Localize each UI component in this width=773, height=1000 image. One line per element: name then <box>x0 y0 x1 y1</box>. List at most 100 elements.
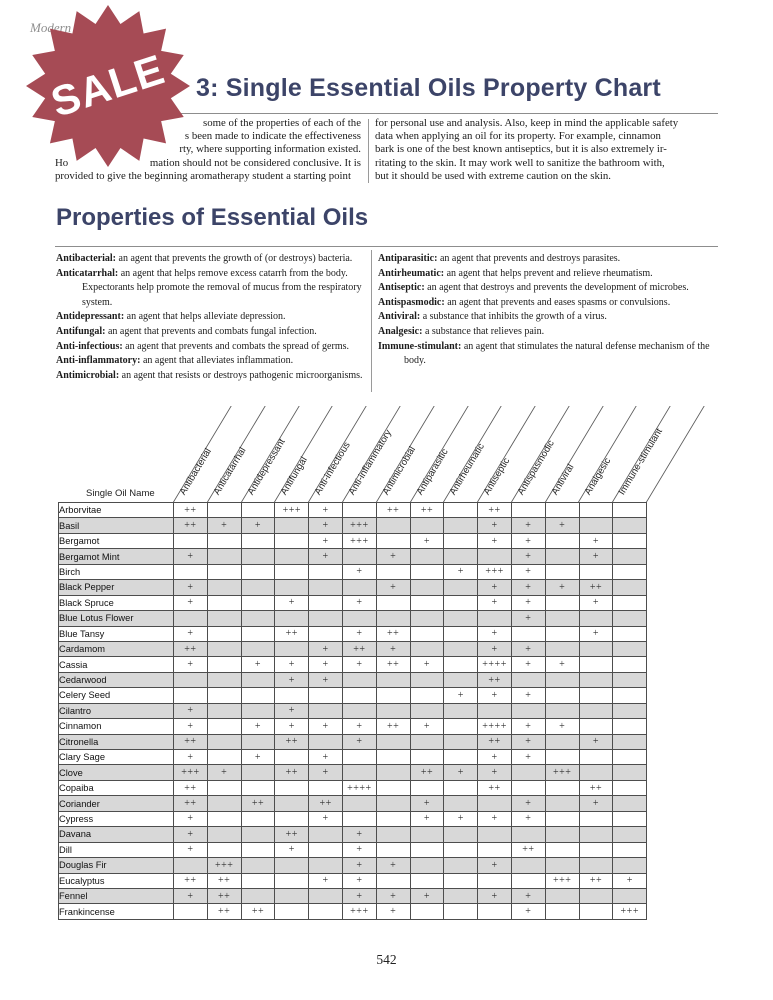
definitions-left-column: Antibacterial: an agent that prevents th… <box>56 252 370 383</box>
property-cell <box>612 687 648 704</box>
property-cell <box>274 857 310 874</box>
property-cell <box>578 671 614 689</box>
property-cell <box>544 841 580 859</box>
property-cell <box>308 702 343 720</box>
property-cell <box>510 764 546 781</box>
property-cell: ++ <box>578 779 614 797</box>
property-cell: + <box>477 810 512 828</box>
property-term: Antimicrobial: <box>56 369 120 381</box>
property-cell <box>274 810 310 828</box>
property-cell <box>477 548 512 565</box>
property-cell: + <box>375 903 411 920</box>
intro-line: data when applying an oil for its proper… <box>375 130 661 143</box>
property-cell <box>510 625 546 642</box>
table-row: Clove +++ + ++ + ++ + + +++ <box>58 764 648 781</box>
property-cell: + <box>477 640 512 658</box>
intro-text: s been made to indicate the effectivenes… <box>184 130 361 143</box>
property-cell: + <box>477 687 512 704</box>
property-cell <box>612 594 648 612</box>
property-cell: + <box>409 656 445 673</box>
property-cell: + <box>173 625 208 642</box>
property-cell: ++ <box>173 733 208 751</box>
property-cell <box>341 671 377 689</box>
property-cell: + <box>510 640 546 658</box>
property-cell <box>443 625 479 642</box>
property-cell: + <box>510 810 546 828</box>
property-cell: ++ <box>274 764 310 781</box>
property-cell: + <box>510 656 546 673</box>
property-cell <box>578 702 614 720</box>
table-row: Arborvitae ++ +++ + ++ ++ ++ <box>58 501 648 519</box>
table-row: Cedarwood + + ++ <box>58 671 648 689</box>
property-cell: + <box>308 671 343 689</box>
definitions-right-column: Antiparasitic: an agent that prevents an… <box>378 252 718 369</box>
property-cell <box>443 501 479 519</box>
property-term: Antiviral: <box>378 311 421 323</box>
oil-name-cell: Cardamom <box>58 640 174 658</box>
property-cell <box>206 841 242 859</box>
property-cell <box>578 887 614 905</box>
property-cell: ++ <box>510 841 546 859</box>
table-row: Bergamot Mint + + + + + <box>58 548 648 565</box>
property-cell <box>544 887 580 905</box>
property-definition: Analgesic: a substance that relieves pai… <box>378 325 545 337</box>
property-cell: + <box>240 748 276 766</box>
property-cell <box>206 563 242 581</box>
property-cell: ++ <box>375 625 411 642</box>
property-cell <box>544 903 580 920</box>
property-cell <box>544 795 580 812</box>
property-cell: + <box>274 594 310 612</box>
property-term: Antibacterial: <box>56 253 116 264</box>
property-cell <box>477 795 512 812</box>
property-definition: Antiviral: a substance that inhibits the… <box>378 311 607 323</box>
intro-line: ritating to the skin. It may work well t… <box>375 156 665 169</box>
property-cell: ++ <box>477 501 512 519</box>
oil-name-cell: Eucalyptus <box>58 872 174 889</box>
property-cell <box>274 610 310 627</box>
property-cell <box>578 903 614 920</box>
property-term: Anti-infectious: <box>56 340 123 352</box>
oil-name-cell: Black Pepper <box>58 579 174 596</box>
property-cell: + <box>173 594 208 612</box>
property-cell <box>240 841 276 859</box>
property-cell: ++++ <box>477 718 512 735</box>
property-cell: + <box>274 702 310 720</box>
table-row: Douglas Fir +++ + + + <box>58 857 648 874</box>
property-cell: ++ <box>375 718 411 735</box>
property-cell: ++ <box>578 872 614 889</box>
property-cell <box>409 548 445 565</box>
property-cell <box>274 903 310 920</box>
table-row: Citronella ++ ++ + ++ + + <box>58 733 648 751</box>
property-cell <box>341 687 377 704</box>
property-cell <box>510 857 546 874</box>
property-cell <box>443 532 479 550</box>
property-cell <box>240 857 276 874</box>
column-header: Analgesic <box>582 456 614 497</box>
property-cell <box>375 779 411 797</box>
property-cell <box>375 733 411 751</box>
property-cell: + <box>206 764 242 781</box>
property-cell <box>206 779 242 797</box>
property-cell <box>206 702 242 720</box>
property-cell: + <box>308 656 343 673</box>
property-cell: ++ <box>274 733 310 751</box>
property-cell <box>240 733 276 751</box>
property-cell: ++ <box>274 625 310 642</box>
property-cell <box>443 517 479 534</box>
property-cell: +++ <box>341 903 377 920</box>
property-term: Antiseptic: <box>378 282 425 294</box>
property-cell <box>544 548 580 565</box>
property-cell: + <box>173 826 208 843</box>
table-row: Cypress + + + + + + <box>58 810 648 828</box>
property-cell <box>443 656 479 673</box>
intro-line-fragment: s been made to indicate the effectivenes… <box>55 130 361 143</box>
property-cell: + <box>341 872 377 889</box>
property-cell: + <box>375 640 411 658</box>
property-cell <box>578 640 614 658</box>
table-row: Basil ++ + + + +++ + + + <box>58 517 648 534</box>
property-cell <box>240 501 276 519</box>
intro-text: provided to give the beginning aromather… <box>55 169 351 182</box>
property-cell: + <box>308 718 343 735</box>
property-cell: ++ <box>240 795 276 812</box>
property-cell: + <box>409 532 445 550</box>
